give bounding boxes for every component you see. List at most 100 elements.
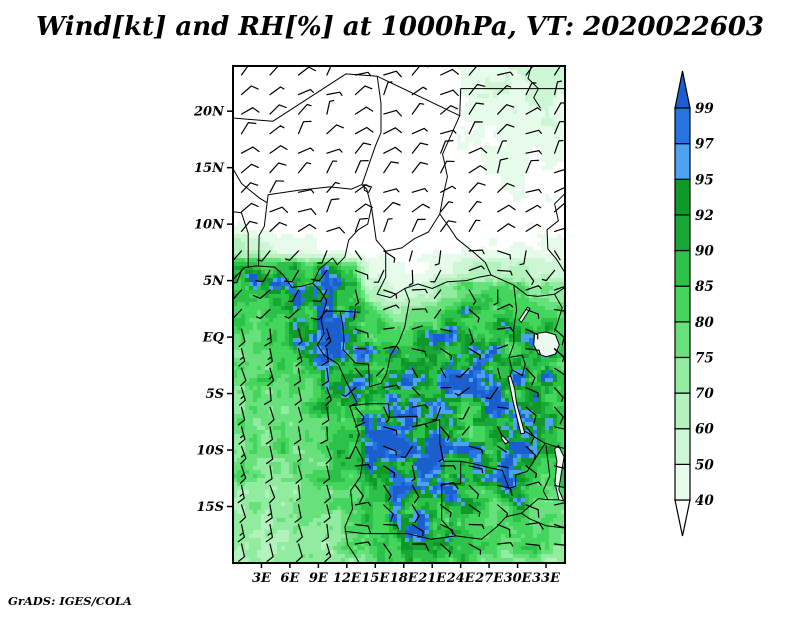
wind-barb [324, 543, 332, 563]
country-border [546, 193, 565, 274]
wind-barb [257, 250, 271, 262]
wind-barb [320, 426, 329, 444]
wind-barb [266, 445, 274, 465]
wind-barb [468, 147, 488, 154]
wind-barb [237, 523, 245, 543]
wind-barb [440, 105, 459, 115]
wind-barb [468, 102, 485, 115]
wind-barb [296, 543, 303, 563]
wind-barb [354, 126, 374, 135]
wind-barb [468, 182, 486, 193]
wind-barb [440, 543, 452, 557]
wind-barb [468, 328, 474, 345]
wind-barb [341, 387, 356, 397]
wind-barb [265, 426, 273, 445]
wind-barb [233, 250, 243, 262]
wind-barb [326, 66, 332, 76]
country-border [312, 184, 372, 284]
wind-barb [497, 204, 516, 213]
wind-barb [440, 465, 457, 470]
wind-barb [525, 269, 535, 286]
colorbar-segment [674, 285, 691, 323]
wind-barb [468, 348, 481, 360]
lake-outline [533, 331, 560, 358]
wind-barb [468, 249, 485, 255]
wind-barb [354, 421, 366, 428]
wind-barb [554, 139, 564, 154]
wind-barb [354, 367, 363, 377]
wind-barb [383, 289, 398, 299]
wind-barb [354, 406, 365, 422]
wind-barb [411, 348, 427, 356]
wind-barb [285, 250, 300, 261]
wind-barb [354, 250, 362, 261]
lon-tick-label: 18E [390, 571, 419, 586]
wind-barb [468, 265, 485, 271]
wind-barb [293, 426, 302, 445]
wind-barb [354, 217, 368, 232]
country-border [233, 211, 249, 268]
wind-barb [440, 185, 456, 193]
lon-tick-label: 30E [504, 571, 533, 586]
colorbar: 40 50 60 70 75 80 85 90 92 95 97 99 [674, 70, 714, 537]
wind-barb [455, 367, 470, 378]
wind-barb [297, 189, 315, 194]
wind-barb [354, 71, 372, 77]
credit-text: GrADS: IGES/COLA [8, 594, 132, 608]
wind-barb [326, 160, 338, 174]
wind-barb [326, 99, 335, 115]
wind-barb [525, 504, 540, 518]
country-border [459, 88, 565, 117]
colorbar-label: 90 [695, 244, 714, 260]
wind-barb [525, 159, 540, 174]
lake-outline [554, 444, 565, 502]
wind-barb [411, 543, 430, 552]
wind-barb [497, 182, 515, 193]
wind-barb [255, 269, 271, 283]
wind-barb [239, 465, 247, 484]
wind-barb [296, 484, 301, 501]
wind-barb [525, 387, 539, 398]
wind-barb [383, 445, 397, 456]
lat-tick-label: EQ [202, 331, 225, 346]
wind-barb [383, 70, 402, 78]
wind-barb [354, 85, 373, 96]
wind-barb [497, 85, 512, 96]
wind-barb [411, 188, 428, 193]
wind-barb [554, 80, 562, 96]
wind-barb [497, 484, 513, 497]
lat-tick-label: 15S [197, 500, 224, 515]
wind-barb [458, 406, 470, 420]
wind-barb [440, 140, 454, 154]
wind-barb [265, 465, 273, 484]
wind-barb [383, 250, 396, 263]
wind-barb [440, 426, 450, 441]
lakes-layer [363, 183, 565, 502]
wind-barb [269, 145, 288, 154]
wind-barb [354, 269, 369, 280]
wind-barb [525, 204, 542, 213]
wind-barb [497, 445, 507, 453]
wind-barb [519, 250, 527, 266]
wind-barb [554, 426, 565, 430]
colorbar-segment [674, 356, 691, 394]
wind-barb [295, 465, 303, 484]
country-border [542, 445, 560, 501]
wind-barb [237, 484, 245, 504]
rh-shade-band [245, 266, 553, 542]
wind-barb [240, 163, 259, 174]
wind-barb [238, 348, 246, 367]
wind-barb [554, 501, 565, 506]
lake-outline [500, 434, 510, 445]
wind-barb [554, 66, 562, 76]
wind-barb [440, 328, 452, 332]
wind-barb [354, 541, 371, 546]
wind-barb [383, 345, 400, 350]
map-frame [232, 65, 566, 564]
wind-barb [411, 142, 429, 154]
wind-barb [440, 523, 454, 535]
lon-tick-label: 6E [280, 571, 300, 586]
wind-barb [411, 465, 416, 482]
borders-layer [233, 66, 565, 563]
colorbar-label: 95 [695, 172, 714, 188]
